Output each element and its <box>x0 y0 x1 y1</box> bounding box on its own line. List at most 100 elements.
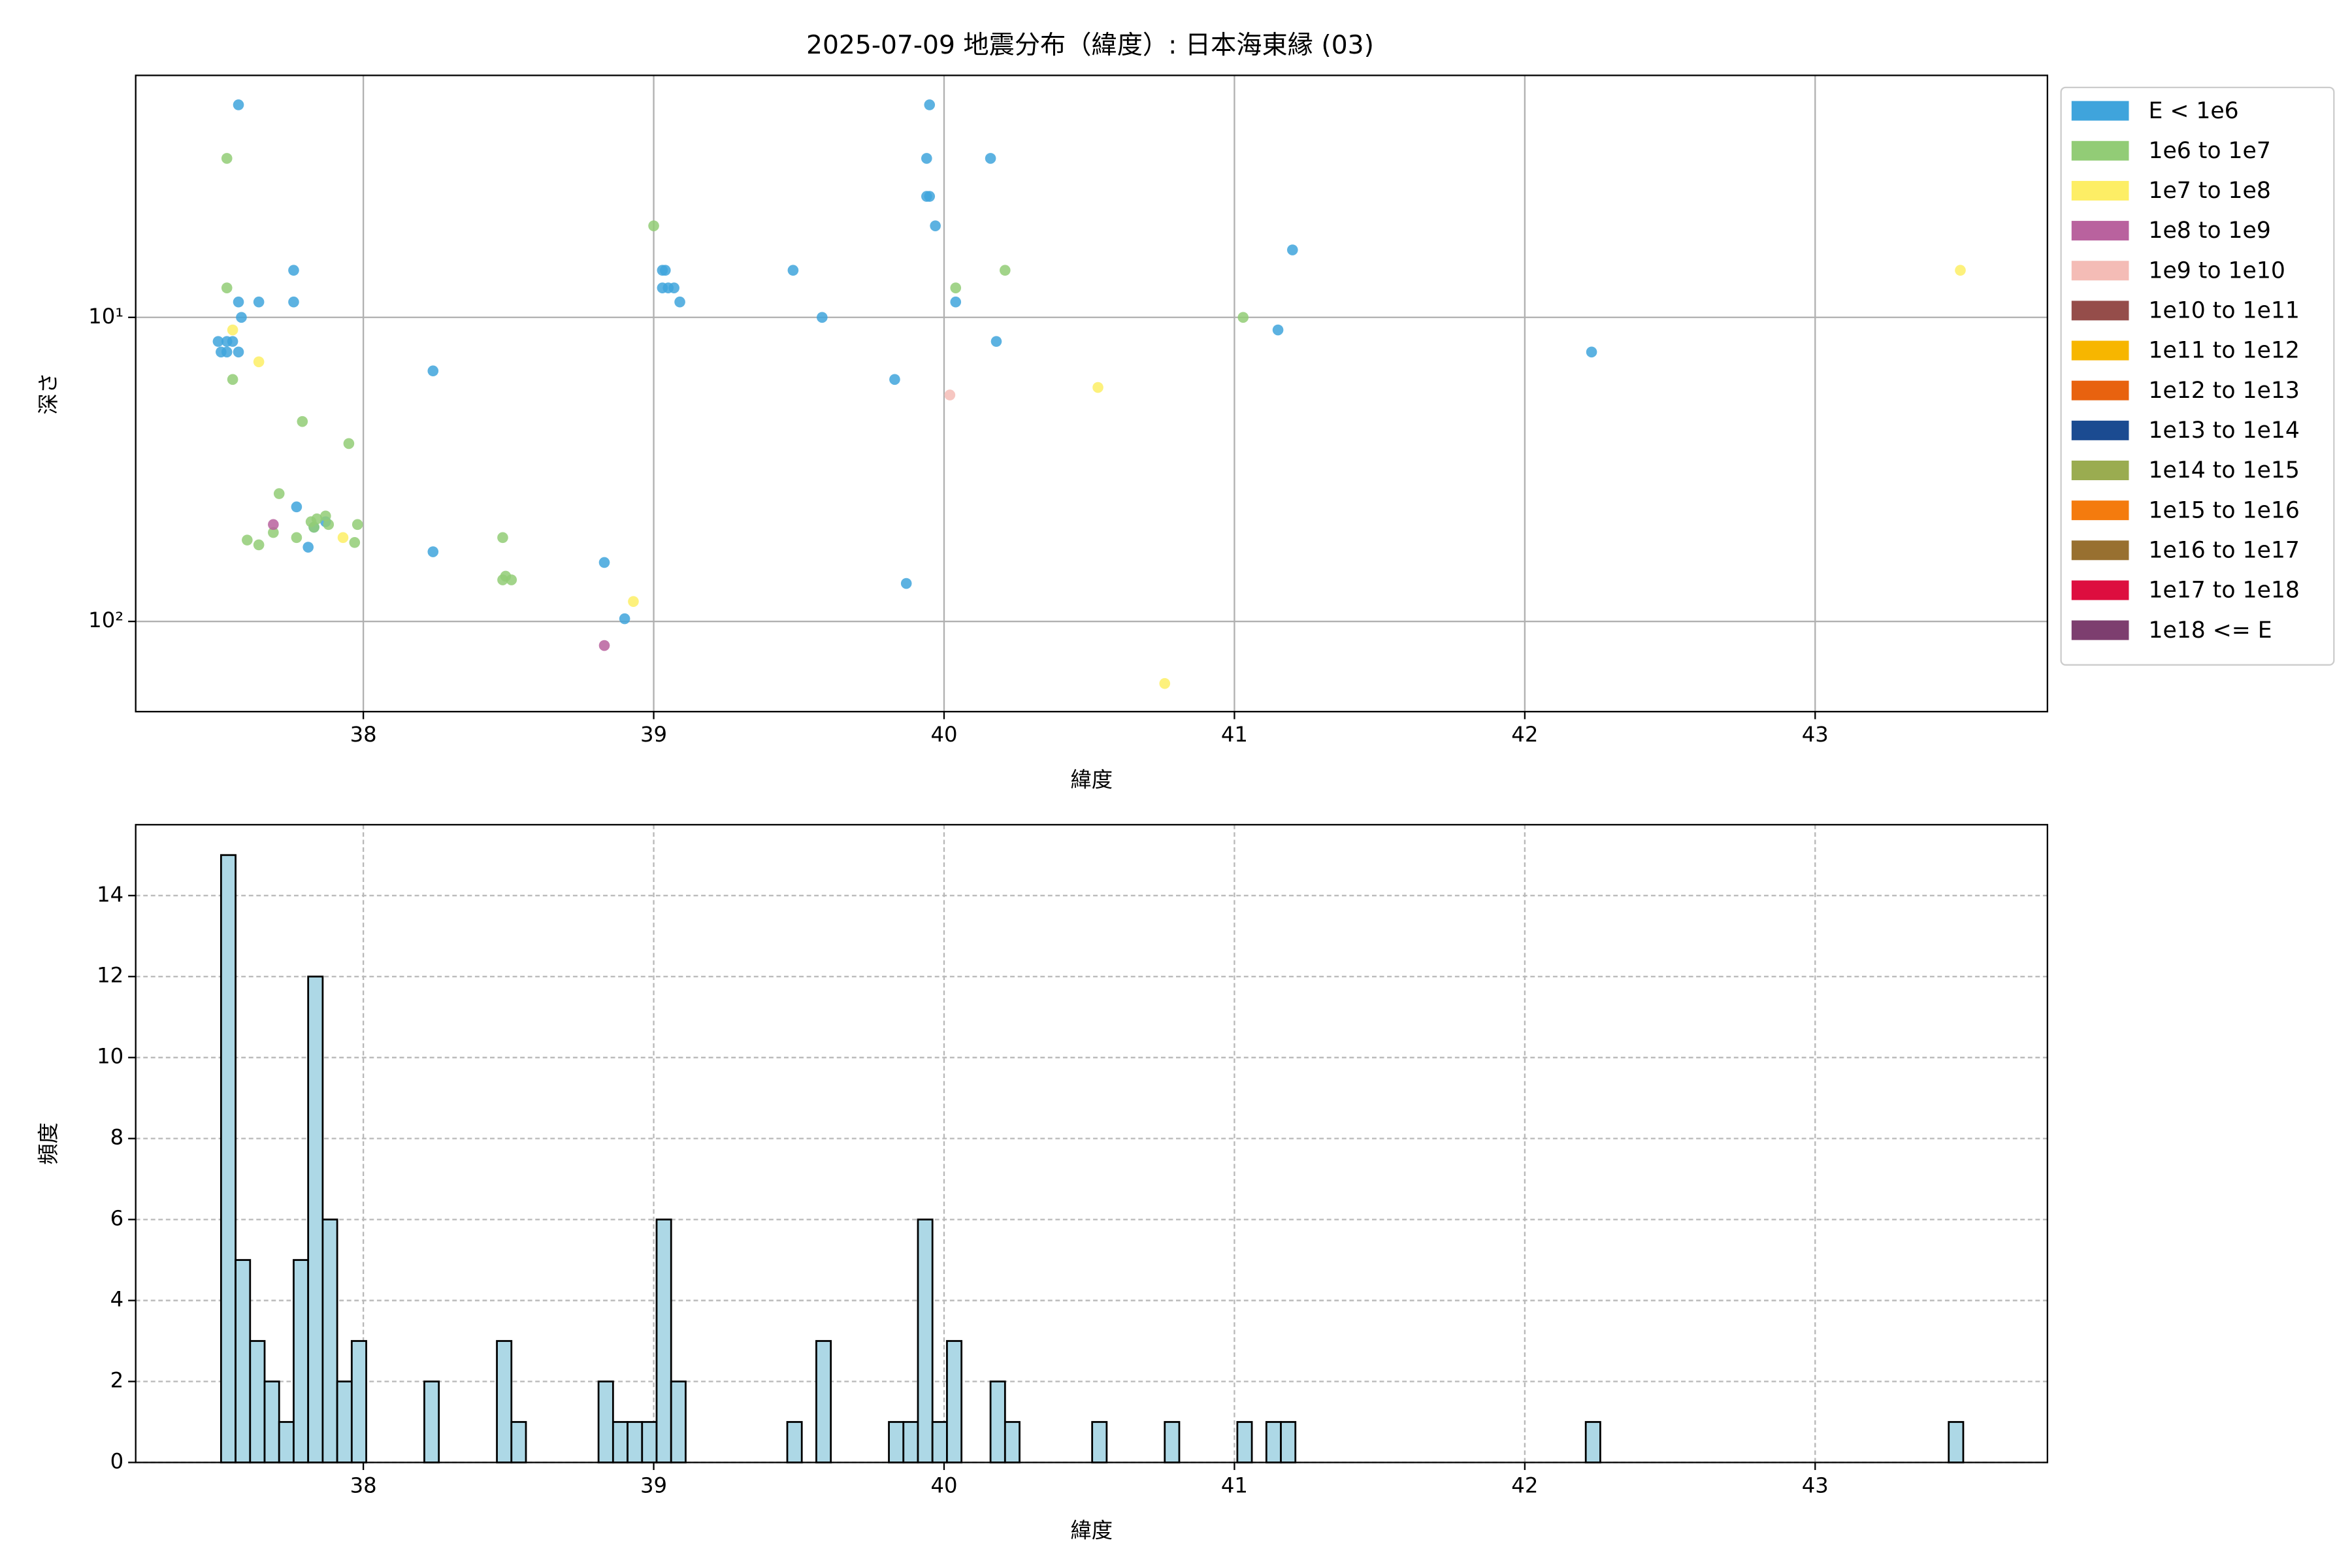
legend-label: 1e11 to 1e12 <box>2148 338 2299 364</box>
legend-label: 1e6 to 1e7 <box>2148 138 2270 164</box>
point <box>233 99 244 110</box>
point <box>351 519 363 531</box>
point <box>930 220 941 231</box>
bar <box>902 1421 919 1463</box>
point <box>253 356 265 368</box>
point <box>598 640 610 651</box>
legend-swatch <box>2071 180 2129 201</box>
legend-label: 1e12 to 1e13 <box>2148 378 2299 404</box>
bar <box>423 1380 440 1463</box>
point <box>900 578 912 589</box>
point <box>889 374 900 385</box>
bar <box>1584 1421 1601 1463</box>
point <box>1287 244 1298 255</box>
bar <box>612 1421 629 1463</box>
point <box>291 532 302 544</box>
point <box>349 537 361 548</box>
x-tick-label: 39 <box>640 1473 667 1497</box>
point <box>1092 382 1103 393</box>
point <box>253 296 265 308</box>
bar <box>293 1259 310 1463</box>
point <box>660 265 671 276</box>
legend-label: 1e10 to 1e11 <box>2148 298 2299 324</box>
x-tick-label: 38 <box>350 722 377 747</box>
point <box>619 613 630 625</box>
legend-label: 1e18 <= E <box>2148 617 2272 644</box>
y-tick-label: 10² <box>88 608 123 632</box>
x-tick-label: 41 <box>1221 1473 1248 1497</box>
bar <box>815 1340 832 1463</box>
legend-label: 1e15 to 1e16 <box>2148 497 2299 523</box>
x-tick-label: 38 <box>350 1473 377 1497</box>
legend-swatch <box>2071 340 2129 361</box>
point <box>950 282 962 293</box>
bar <box>670 1380 687 1463</box>
x-tick-label: 40 <box>930 1473 957 1497</box>
y-tick-label: 10 <box>97 1044 123 1069</box>
plot-frame <box>135 74 2048 713</box>
legend-swatch <box>2071 221 2129 241</box>
point <box>924 191 936 202</box>
point <box>227 324 238 336</box>
x-tick-label: 43 <box>1802 1473 1829 1497</box>
point <box>221 153 233 164</box>
point <box>302 542 314 553</box>
legend-label: 1e7 to 1e8 <box>2148 178 2270 204</box>
legend-swatch <box>2071 500 2129 521</box>
bar <box>220 854 237 1463</box>
x-tick-label: 43 <box>1802 722 1829 747</box>
y-tick-label: 12 <box>97 963 123 988</box>
bar <box>597 1380 614 1463</box>
point <box>242 534 253 546</box>
bar <box>888 1421 905 1463</box>
point <box>291 501 302 513</box>
bar <box>278 1421 295 1463</box>
y-tick-label: 14 <box>97 882 123 907</box>
bar <box>641 1421 658 1463</box>
point <box>950 296 962 308</box>
legend-swatch <box>2071 461 2129 480</box>
y-axis-label: 頻度 <box>36 1122 61 1165</box>
point <box>921 153 932 164</box>
point <box>944 389 956 400</box>
point <box>924 99 936 110</box>
point <box>297 416 308 427</box>
y-tick-label: 4 <box>110 1287 124 1312</box>
x-tick-label: 42 <box>1511 722 1538 747</box>
bar <box>946 1340 963 1463</box>
bar <box>917 1218 934 1463</box>
point <box>288 265 299 276</box>
bar <box>989 1380 1006 1463</box>
point <box>273 488 285 499</box>
legend-label: E < 1e6 <box>2148 98 2238 124</box>
legend-swatch <box>2071 420 2129 440</box>
point <box>311 513 323 525</box>
point <box>628 596 639 607</box>
point <box>1000 265 1011 276</box>
bar <box>1280 1421 1297 1463</box>
x-tick-label: 40 <box>930 722 957 747</box>
point <box>236 312 247 323</box>
legend-box <box>2060 86 2335 666</box>
point <box>598 557 610 568</box>
point <box>323 519 335 531</box>
point <box>1237 312 1249 323</box>
y-tick-label: 0 <box>110 1448 124 1473</box>
point <box>1272 324 1284 336</box>
legend-label: 1e8 to 1e9 <box>2148 218 2270 244</box>
point <box>221 282 233 293</box>
point <box>497 532 508 544</box>
bar <box>1265 1421 1282 1463</box>
point <box>1955 265 1966 276</box>
x-tick-label: 41 <box>1221 722 1248 747</box>
bar <box>627 1421 644 1463</box>
bar <box>307 975 324 1463</box>
point <box>212 336 224 347</box>
point <box>674 296 685 308</box>
y-tick-label: 8 <box>110 1125 124 1150</box>
x-tick-label: 39 <box>640 722 667 747</box>
point <box>668 282 679 293</box>
x-tick-label: 42 <box>1511 1473 1538 1497</box>
y-tick-label: 10¹ <box>88 304 123 329</box>
